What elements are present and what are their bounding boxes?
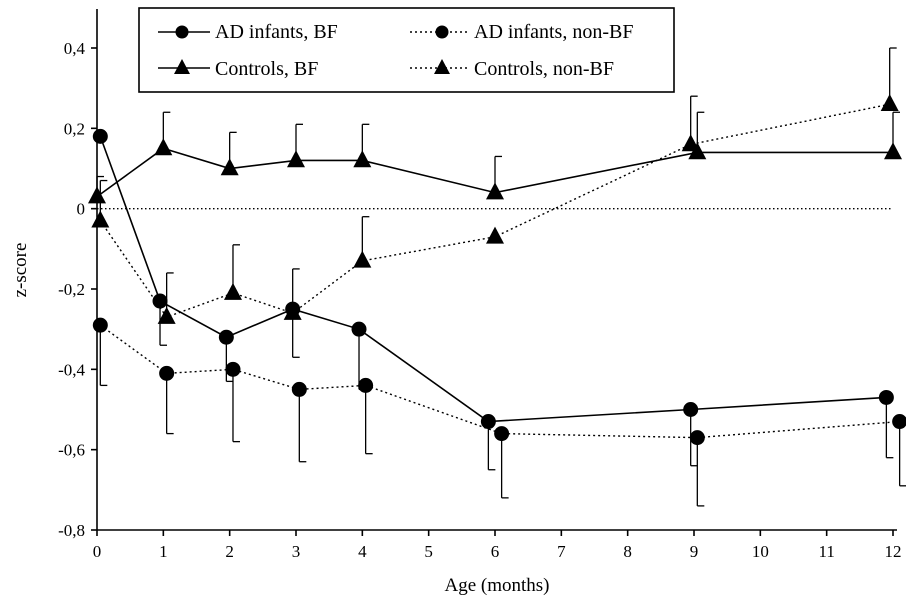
data-point-triangle [283,302,302,320]
y-axis-ticks: 0,4 0,2 0 -0,2 -0,4 -0,6 -0,8 [58,39,97,540]
legend-marker-ad-bf [175,25,189,39]
plot-area: 0,40,20-0,2-0,4-0,6-0,8 0 1 2 3 4 5 6 7 8 9 10 11 12 [58,9,906,561]
data-point-circle [159,365,175,381]
data-point-triangle [486,226,504,244]
data-point-circle [494,426,510,442]
x-axis-ticks: 0 1 2 3 4 5 6 7 8 9 10 11 12 [93,530,902,561]
data-point-triangle [353,250,372,268]
series-3 [91,47,899,324]
data-point-triangle [220,158,239,176]
x-tick-label: 10 [752,542,769,561]
y-tick-label: -0,6 [58,441,85,460]
data-point-circle [892,414,906,430]
data-point-triangle [880,94,899,112]
data-point-circle [152,293,168,309]
x-tick-label: 2 [225,542,234,561]
series-line [99,103,890,318]
data-point-circle [878,389,894,405]
data-point-circle [683,402,699,417]
data-point-triangle [287,150,305,168]
data-point-triangle [157,306,176,324]
data-point-triangle [681,134,700,152]
data-point-triangle [91,210,110,228]
y-axis-title: z-score [10,243,31,298]
data-point-triangle [486,182,504,200]
x-tick-label: 0 [93,542,102,561]
data-point-circle [92,128,108,144]
data-point-triangle [223,282,242,300]
legend-label-controls-nonbf: Controls, non-BF [474,58,614,80]
data-point-triangle [88,186,106,204]
x-tick-label: 1 [159,542,168,561]
data-point-circle [225,361,241,377]
y-tick-label: -0,8 [58,521,85,540]
legend-marker-controls-bf [174,59,190,74]
series-line [99,324,900,439]
legend-label-controls-bf: Controls, BF [215,58,318,80]
legend-marker-ad-nonbf [435,25,449,39]
legend-box [138,7,675,93]
x-axis-title: Age (months) [444,575,549,596]
data-point-triangle [154,138,173,156]
series-0 [92,128,894,471]
x-tick-label: 5 [424,542,433,561]
series-line [99,136,887,423]
data-point-triangle [884,142,902,160]
y-tick-label: 0,4 [64,39,86,58]
x-tick-label: 6 [491,542,500,561]
x-tick-label: 9 [690,542,699,561]
data-point-circle [291,381,307,397]
y-tick-label: 0 [77,200,86,219]
y-tick-label: -0,4 [58,360,85,379]
x-tick-label: 8 [623,542,632,561]
y-tick-label: -0,2 [58,280,85,299]
x-tick-label: 3 [292,542,301,561]
x-tick-label: 7 [557,542,566,561]
legend: AD infants, BF AD infants, non-BF Contro… [138,7,675,93]
x-tick-label: 12 [885,542,902,561]
data-point-circle [92,317,108,333]
series-line [96,147,893,198]
y-tick-label: 0,2 [64,119,85,138]
data-point-triangle [353,150,372,168]
legend-marker-controls-nonbf [434,59,450,74]
x-tick-label: 4 [358,542,367,561]
x-tick-label: 11 [818,542,834,561]
legend-label-ad-bf: AD infants, BF [215,21,338,43]
data-point-circle [358,377,374,393]
legend-label-ad-nonbf: AD infants, non-BF [474,21,633,43]
series-layer [88,47,906,507]
data-point-circle [689,430,705,446]
data-point-circle [351,321,367,337]
series-2 [88,111,902,204]
series-1 [92,317,906,507]
data-point-circle [218,329,234,345]
data-point-circle [480,414,496,430]
